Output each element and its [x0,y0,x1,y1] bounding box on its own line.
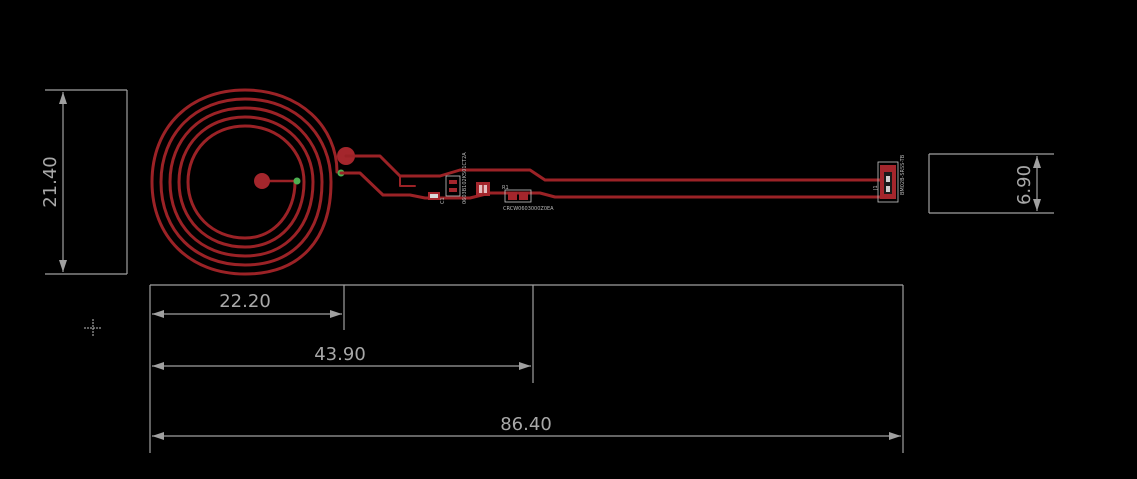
trace-stub [399,175,416,187]
dimension-extension-lines [149,284,904,453]
coil-antenna[interactable] [150,88,345,276]
signal-traces [337,147,892,200]
trace-upper [344,154,892,182]
component-ic2[interactable] [476,182,490,196]
component-j1-connector[interactable]: J1 BM02B-SRSS-TB [873,154,906,203]
label-j1: J1 [873,185,879,191]
trace-lower [339,171,892,200]
label-connector-part: BM02B-SRSS-TB [900,154,906,195]
component-ic1[interactable]: 0603B102K501CT2A [445,152,468,204]
origin-crosshair-icon [84,319,102,337]
dimension-label-coil-to-parts: 43.90 [314,344,366,365]
dimension-label-coil-width: 22.20 [219,291,271,312]
coil-spiral-trace [150,88,339,276]
coil-inner-pad[interactable] [254,173,270,189]
dimension-coil-width: 22.20 [152,291,342,318]
dimension-label-coil-height: 21.40 [40,156,61,208]
dimension-coil-to-parts: 43.90 [152,344,531,370]
dimension-total-length: 86.40 [152,414,901,440]
dimension-label-connector-height: 6.90 [1014,165,1035,205]
label-c1: C1 [440,197,446,204]
dimension-coil-height: 21.40 [40,89,128,275]
dimension-connector-height: 6.90 [928,153,1054,214]
coil-inner-via [293,177,301,185]
component-c1[interactable]: C1 [428,192,446,204]
label-ic2-part: CRCW0603000Z0EA [503,206,554,212]
label-r1: R1 [502,185,509,191]
label-ic1-part: 0603B102K501CT2A [462,152,468,204]
dimension-label-total-length: 86.40 [500,414,552,435]
component-r1[interactable]: R1 CRCW0603000Z0EA [502,185,554,212]
